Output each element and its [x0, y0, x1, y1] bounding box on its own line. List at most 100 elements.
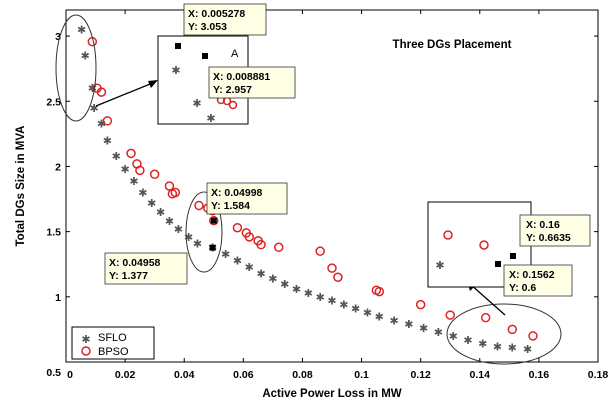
datatip-c2-x: X: 0.1562	[509, 269, 555, 281]
bpso-point	[96, 87, 107, 97]
chart-title: Three DGs Placement	[393, 39, 512, 51]
svg-text:✱: ✱	[206, 113, 215, 125]
datatip-b1-x: X: 0.04998	[211, 187, 263, 199]
series-sflo: ✱✱✱✱✱✱✱✱✱✱✱✱✱✱✱✱✱✱✱✱ ✱ ✱ ✱ ✱ ✱ ✱ ✱ ✱ ✱ ✱ ✱ ✱ ✱ ✱ ✱ ✱ ✱ ✱ ✱ ✱…	[77, 25, 532, 356]
datatip-c1: X: 0.16 Y: 0.6635	[519, 214, 591, 247]
legend-label-bpso: BPSO	[98, 346, 129, 358]
sflo-point: ✱	[493, 341, 502, 353]
datatip-marker	[209, 244, 216, 251]
leader-arrow-c	[469, 283, 506, 316]
x-tick-label: 0.06	[233, 369, 254, 381]
sflo-point: ✱	[280, 279, 289, 291]
sflo-point: ✱	[138, 188, 147, 200]
svg-text:✱: ✱	[192, 98, 201, 110]
sflo-point: ✱	[434, 327, 443, 339]
y-tick-label: 2	[55, 161, 61, 173]
sflo-point: ✱	[129, 176, 138, 188]
datatip-c1-x: X: 0.16	[526, 219, 560, 231]
bpso-point	[327, 263, 337, 273]
sflo-point: ✱	[351, 304, 360, 316]
bpso-point	[528, 331, 538, 341]
bpso-point	[480, 312, 491, 323]
sflo-point: ✱	[156, 207, 165, 219]
bpso-point	[102, 116, 113, 126]
x-tick-label: 0.02	[115, 369, 136, 381]
datatip-a2-x: X: 0.008881	[213, 71, 270, 83]
bpso-point	[209, 215, 219, 226]
sflo-point: ✱	[463, 335, 472, 347]
bpso-point	[256, 239, 266, 250]
bpso-point	[135, 165, 145, 176]
highlight-ellipse-c	[446, 303, 562, 365]
sflo-point: ✱	[121, 164, 130, 176]
bpso-point	[333, 272, 343, 283]
sflo-point: ✱	[184, 232, 193, 244]
datatip-a2: X: 0.008881 Y: 2.957	[208, 66, 296, 99]
x-tick-label: 0.16	[529, 369, 550, 381]
datatip-a1-x: X: 0.005278	[188, 8, 245, 20]
sflo-point: ✱	[77, 25, 86, 37]
x-tick-label: 0.08	[292, 369, 313, 381]
x-tick-label: 0.12	[410, 369, 431, 381]
sflo-point: ✱	[304, 288, 313, 300]
datatip-c1-y: Y: 0.6635	[526, 232, 571, 244]
bpso-point	[415, 299, 426, 310]
sflo-point: ✱	[174, 224, 183, 236]
sflo-point: ✱	[268, 274, 277, 286]
sflo-point: ✱	[245, 262, 254, 274]
datatip-c2-y: Y: 0.6	[509, 282, 536, 294]
datatip-a2-y: Y: 2.957	[213, 84, 252, 96]
sflo-point: ✱	[419, 323, 428, 335]
legend-label-sflo: SFLO	[98, 332, 127, 344]
bpso-point	[170, 187, 181, 198]
bpso-point	[164, 181, 175, 191]
datatip-c2: X: 0.1562 Y: 0.6	[503, 264, 573, 297]
datatip-b2-y: Y: 1.377	[109, 270, 148, 282]
sflo-point: ✱	[88, 83, 97, 95]
datatip-marker	[210, 217, 217, 224]
sflo-point: ✱	[363, 307, 372, 319]
svg-text:✱: ✱	[435, 260, 444, 272]
x-tick-label: 0.1	[354, 369, 369, 381]
bpso-point	[274, 242, 284, 253]
legend: ✱ SFLO BPSO	[71, 326, 155, 360]
bpso-point	[315, 246, 325, 256]
sflo-point: ✱	[221, 249, 230, 261]
datatip-b2: X: 0.04958 Y: 1.377	[104, 252, 188, 285]
sflo-point: ✱	[292, 284, 301, 296]
sflo-point: ✱	[508, 343, 517, 355]
sflo-point: ✱	[523, 344, 532, 356]
x-axis-label: Active Power Loss in MW	[262, 388, 401, 400]
y-tick-label: 3	[55, 31, 61, 43]
bpso-point	[126, 148, 136, 159]
y-axis: 0.5 1 1.5 2 2.5 3	[46, 31, 598, 379]
y-axis-label: Total DGs Size in MVA	[15, 126, 27, 247]
highlight-ellipse-b	[185, 191, 223, 273]
sflo-point: ✱	[478, 339, 487, 351]
sflo-point: ✱	[97, 118, 106, 130]
datatip-a1: X: 0.005278 Y: 3.053	[183, 3, 267, 36]
y-tick-label: 0.5	[46, 367, 61, 379]
sflo-point: ✱	[89, 103, 98, 115]
sflo-point: ✱	[81, 51, 90, 63]
y-tick-label: 1	[55, 292, 61, 304]
sflo-point: ✱	[339, 300, 348, 312]
datatip-b1-y: Y: 1.584	[211, 200, 250, 212]
bpso-point	[374, 286, 385, 297]
sflo-point: ✱	[389, 315, 398, 327]
leader-arrow-a	[95, 81, 156, 107]
x-tick-label: 0.14	[470, 369, 491, 381]
sflo-point: ✱	[193, 238, 202, 250]
y-tick-label: 1.5	[46, 227, 61, 239]
sflo-point: ✱	[375, 311, 384, 323]
inset-a-label: A	[231, 48, 239, 60]
sflo-point: ✱	[449, 331, 458, 343]
legend-marker-sflo: ✱	[81, 334, 90, 346]
datatip-a1-y: Y: 3.053	[188, 21, 227, 33]
plot-area	[65, 9, 599, 363]
bpso-point	[507, 324, 518, 335]
sflo-point: ✱	[316, 292, 325, 304]
leader-arrowhead-a	[148, 80, 158, 88]
bpso-point	[244, 232, 254, 242]
